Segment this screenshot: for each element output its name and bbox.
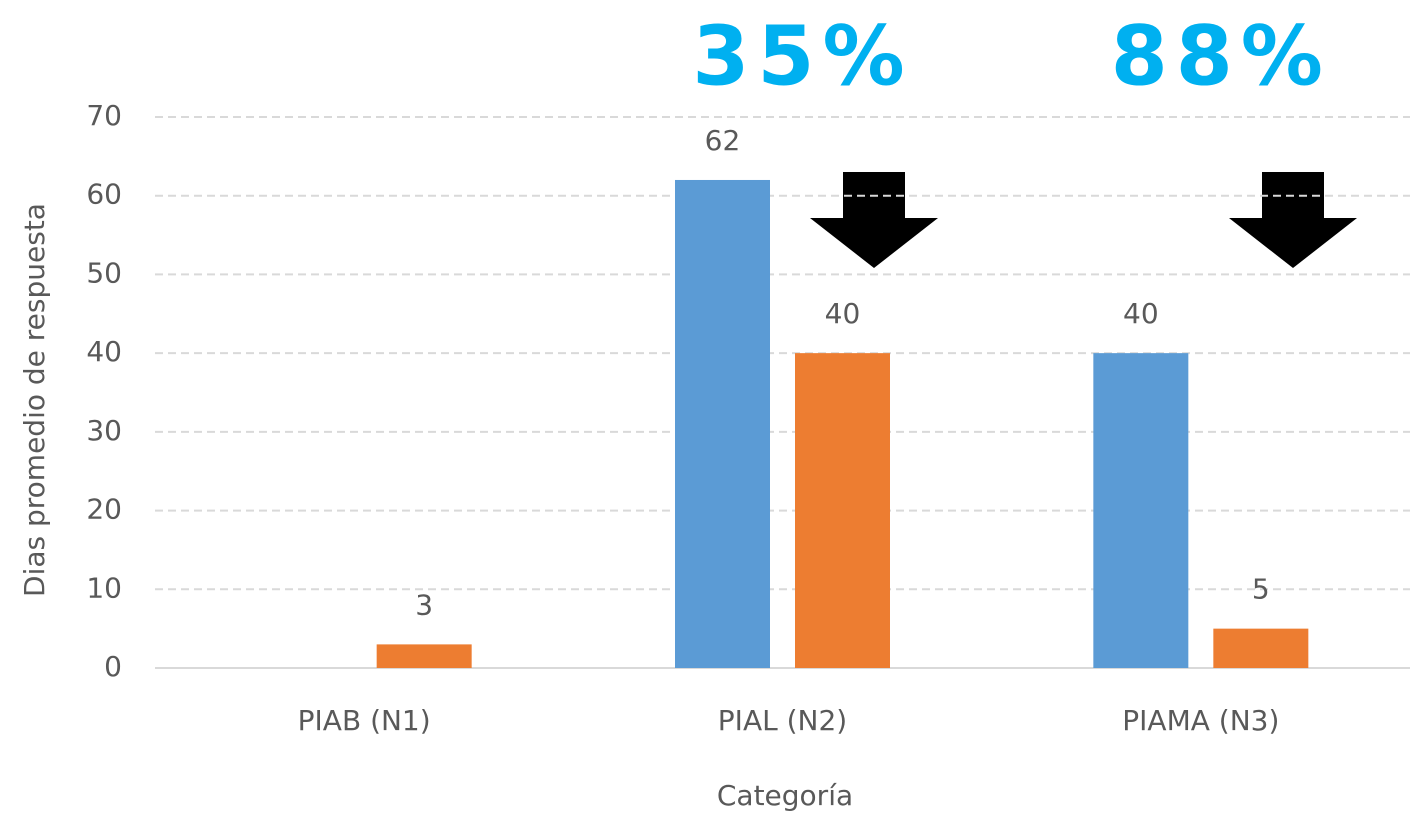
bar [675, 179, 770, 668]
y-tick-label: 30 [86, 414, 122, 447]
bar [1093, 353, 1189, 668]
x-tick-label: PIAMA (N3) [1122, 704, 1279, 737]
y-axis-label: Dias promedio de respuesta [18, 203, 51, 597]
y-tick-label: 40 [86, 335, 122, 368]
annotation: 35% [692, 9, 912, 104]
arrow [810, 172, 938, 268]
x-axis-label: Categoría [717, 779, 853, 812]
data-label: 40 [825, 297, 861, 330]
data-label: 62 [705, 124, 741, 157]
y-tick-label: 50 [86, 256, 122, 289]
bar [376, 644, 472, 668]
y-tick-label: 10 [86, 571, 122, 604]
annotation: 88% [1111, 9, 1331, 104]
x-tick-label: PIAB (N1) [298, 704, 431, 737]
y-tick-label: 0 [104, 650, 122, 683]
y-tick-label: 70 [86, 99, 122, 132]
bar [795, 353, 890, 668]
bar [1213, 628, 1309, 668]
x-tick-label: PIAL (N2) [718, 704, 847, 737]
y-tick-label: 20 [86, 493, 122, 526]
arrow [1229, 172, 1357, 268]
data-label: 40 [1123, 297, 1159, 330]
data-label: 5 [1252, 573, 1270, 606]
y-tick-label: 60 [86, 178, 122, 211]
data-label: 3 [415, 588, 433, 621]
